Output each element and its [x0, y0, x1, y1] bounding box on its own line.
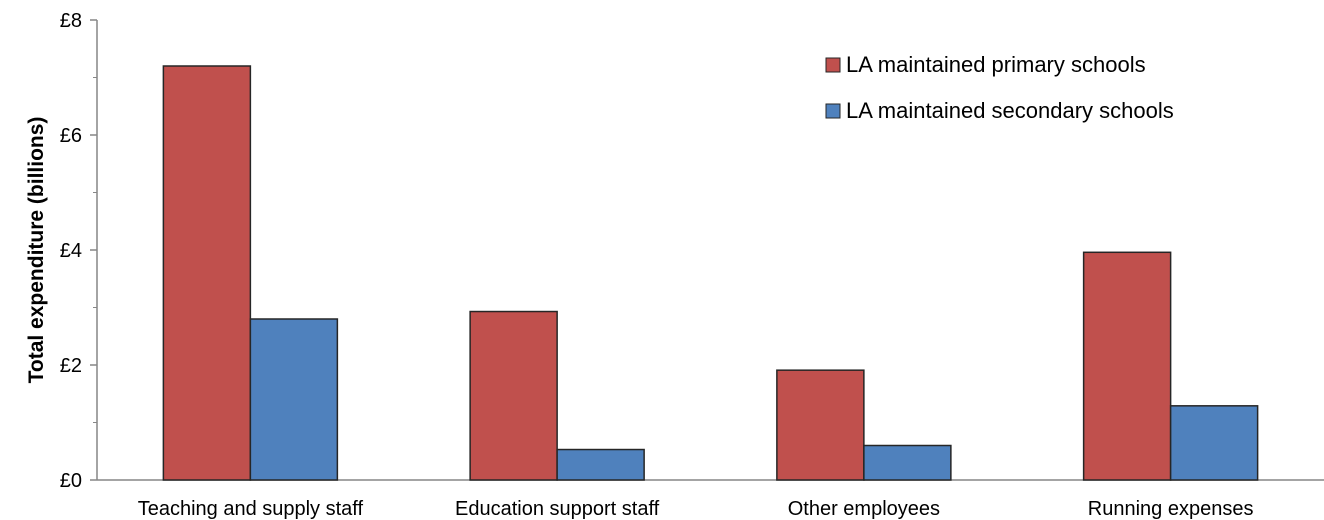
- y-tick-label: £6: [60, 125, 82, 147]
- bar-secondary: [249, 318, 339, 481]
- y-axis-title: Total expenditure (billions): [25, 117, 48, 384]
- legend-label: LA maintained primary schools: [846, 52, 1146, 77]
- bar-primary: [776, 369, 865, 481]
- y-tick-label: £4: [60, 240, 82, 262]
- bar-secondary: [556, 448, 645, 481]
- legend: LA maintained primary schools LA maintain…: [825, 52, 1174, 123]
- bar-primary: [469, 310, 558, 481]
- labels: £0 £2 £4 £6 £8 Teaching and supply staff Educa…: [60, 10, 1254, 520]
- bar-primary: [1082, 251, 1172, 481]
- y-tick-label: £2: [60, 355, 82, 377]
- x-category-label: Education support staff: [455, 498, 660, 520]
- bar-secondary: [1169, 405, 1259, 481]
- legend-swatch: [825, 103, 841, 119]
- y-tick-label: £8: [60, 10, 82, 32]
- bars: [162, 65, 1259, 481]
- bar-secondary: [863, 444, 952, 481]
- x-category-label: Teaching and supply staff: [138, 498, 364, 520]
- y-tick-label: £0: [60, 470, 82, 492]
- bar-primary: [162, 65, 252, 481]
- legend-swatch: [825, 57, 841, 73]
- legend-label: LA maintained secondary schools: [846, 98, 1174, 123]
- x-category-label: Other employees: [788, 498, 940, 520]
- x-category-label: Running expenses: [1088, 498, 1254, 520]
